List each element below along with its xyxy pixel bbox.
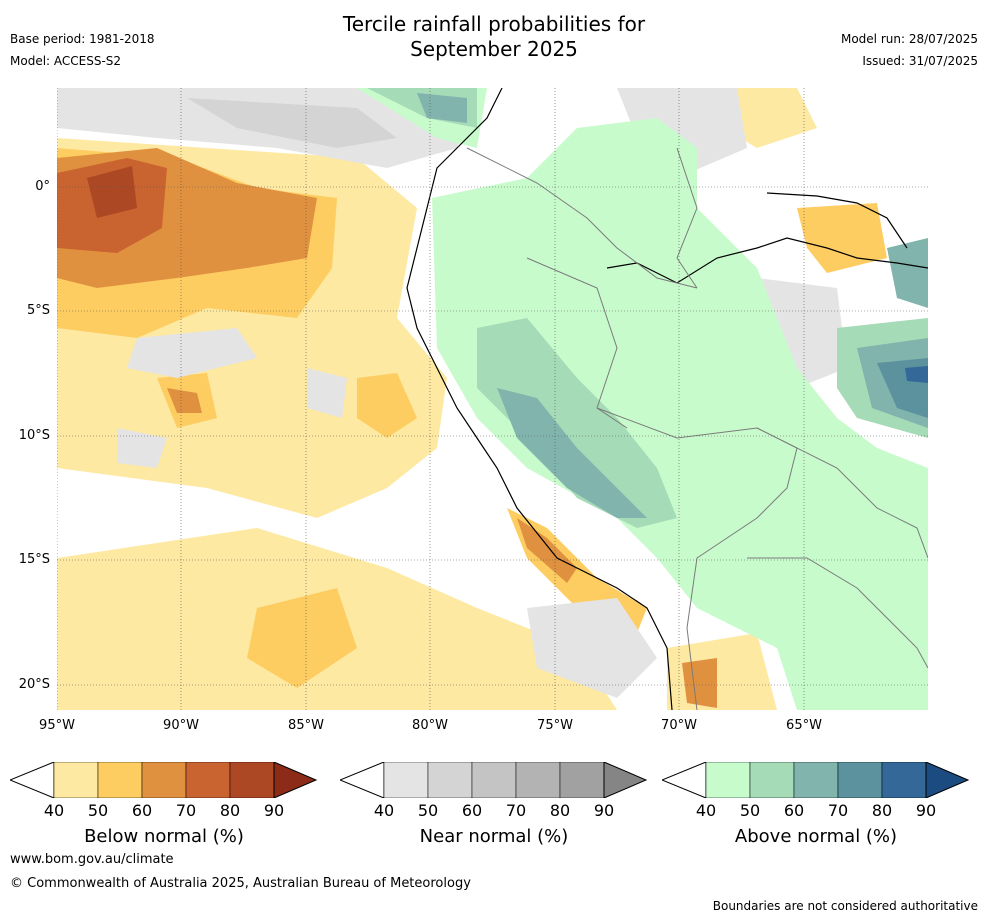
- colorbar-swatch: [749, 762, 795, 798]
- title-line-2: September 2025: [410, 37, 578, 61]
- colorbar-swatch: [273, 762, 318, 798]
- forecast-map: [57, 88, 928, 710]
- tick-label: 90: [593, 801, 615, 820]
- colorbar-near-label: Near normal (%): [419, 826, 569, 847]
- gridlines: [57, 88, 928, 710]
- tick-label: 80: [219, 801, 241, 820]
- lat-label-5s: 5°S: [26, 303, 50, 318]
- title-line-1: Tercile rainfall probabilities for: [342, 12, 646, 36]
- tick-label: 90: [263, 801, 285, 820]
- lon-label-65w: 65°W: [786, 718, 822, 733]
- issued-date: Issued: 31/07/2025: [862, 54, 978, 68]
- tick-label: 50: [739, 801, 761, 820]
- colorbar-swatch: [229, 762, 275, 798]
- footer-copyright: © Commonwealth of Australia 2025, Austra…: [10, 876, 471, 891]
- lon-label-95w: 95°W: [39, 718, 75, 733]
- base-period: Base period: 1981-2018: [10, 32, 155, 46]
- colorbar-swatch: [185, 762, 231, 798]
- lon-label-80w: 80°W: [412, 718, 448, 733]
- map-canvas: [57, 88, 928, 710]
- colorbar-swatch: [793, 762, 839, 798]
- tick-label: 50: [87, 801, 109, 820]
- country-borders: [466, 147, 928, 710]
- colorbar-above-label: Above normal (%): [734, 826, 898, 847]
- colorbar-swatch: [705, 762, 751, 798]
- tick-label: 60: [461, 801, 483, 820]
- colorbar-swatch: [837, 762, 883, 798]
- colorbar-swatch: [97, 762, 143, 798]
- tick-label: 70: [505, 801, 527, 820]
- model-run: Model run: 28/07/2025: [840, 32, 978, 46]
- colorbar-swatch: [515, 762, 561, 798]
- meta-left: Base period: 1981-2018 Model: ACCESS-S2: [10, 28, 155, 72]
- lon-label-70w: 70°W: [661, 718, 697, 733]
- colorbar-swatch: [925, 762, 970, 798]
- tick-label: 40: [373, 801, 395, 820]
- below-normal-fields: [57, 88, 887, 710]
- tick-label: 70: [827, 801, 849, 820]
- colorbar-swatch: [53, 762, 99, 798]
- lon-label-75w: 75°W: [537, 718, 573, 733]
- tick-label: 90: [915, 801, 937, 820]
- colorbar-swatch: [881, 762, 927, 798]
- disclaimer: Boundaries are not considered authoritat…: [712, 899, 978, 913]
- colorbar-below-normal: [10, 762, 318, 798]
- model-name: Model: ACCESS-S2: [10, 54, 122, 68]
- lon-label-90w: 90°W: [163, 718, 199, 733]
- map-title: Tercile rainfall probabilities for Septe…: [0, 12, 988, 62]
- tick-label: 40: [43, 801, 65, 820]
- tick-label: 60: [783, 801, 805, 820]
- colorbar-swatch: [559, 762, 605, 798]
- coastlines: [406, 88, 928, 710]
- lat-label-15s: 15°S: [18, 552, 50, 567]
- tick-label: 50: [417, 801, 439, 820]
- lat-label-0: 0°: [35, 179, 50, 194]
- colorbar-swatch: [383, 762, 429, 798]
- meta-right: Model run: 28/07/2025 Issued: 31/07/2025: [841, 28, 978, 72]
- colorbar-swatch: [427, 762, 473, 798]
- lat-label-20s: 20°S: [18, 677, 50, 692]
- colorbar-above-normal: [662, 762, 970, 798]
- tick-label: 80: [871, 801, 893, 820]
- tick-label: 70: [175, 801, 197, 820]
- colorbar-swatch: [141, 762, 187, 798]
- tick-label: 80: [549, 801, 571, 820]
- colorbar-swatch: [603, 762, 648, 798]
- tick-label: 60: [131, 801, 153, 820]
- footer-url: www.bom.gov.au/climate: [10, 852, 174, 867]
- lat-label-10s: 10°S: [18, 428, 50, 443]
- tick-label: 40: [695, 801, 717, 820]
- colorbar-near-normal: [340, 762, 648, 798]
- lon-label-85w: 85°W: [288, 718, 324, 733]
- colorbar-swatch: [471, 762, 517, 798]
- colorbar-below-label: Below normal (%): [84, 826, 244, 847]
